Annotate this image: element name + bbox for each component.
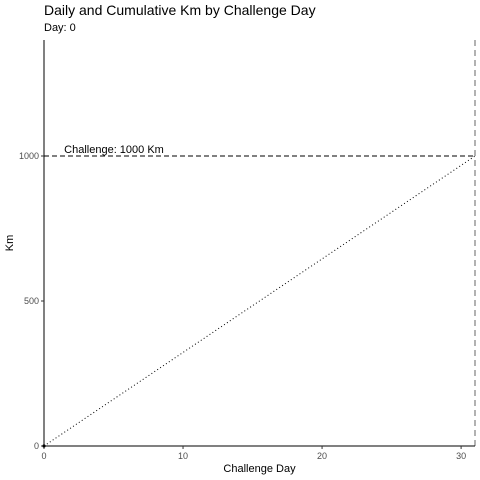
axes	[43, 40, 475, 447]
series-lines	[43, 155, 476, 447]
reference-lines	[44, 40, 476, 446]
y-ticks: 0 500 1000	[19, 151, 44, 451]
y-axis-title: Km	[4, 235, 16, 252]
x-tick-label-20: 20	[317, 451, 327, 461]
data-points	[42, 444, 46, 448]
x-axis-title: Challenge Day	[223, 463, 296, 475]
chart-title: Daily and Cumulative Km by Challenge Day	[44, 2, 316, 18]
x-tick-label-30: 30	[456, 451, 466, 461]
chart-subtitle: Day: 0	[44, 22, 76, 34]
y-tick-label-500: 500	[24, 296, 39, 306]
challenge-label: Challenge: 1000 Km	[64, 144, 164, 156]
x-tick-label-10: 10	[178, 451, 188, 461]
series-line-0	[43, 155, 476, 447]
x-tick-label-0: 0	[41, 451, 46, 461]
x-ticks: 0 10 20 30	[41, 446, 466, 461]
y-tick-label-0: 0	[34, 441, 39, 451]
y-tick-label-1000: 1000	[19, 151, 39, 161]
data-point-0	[42, 444, 46, 448]
